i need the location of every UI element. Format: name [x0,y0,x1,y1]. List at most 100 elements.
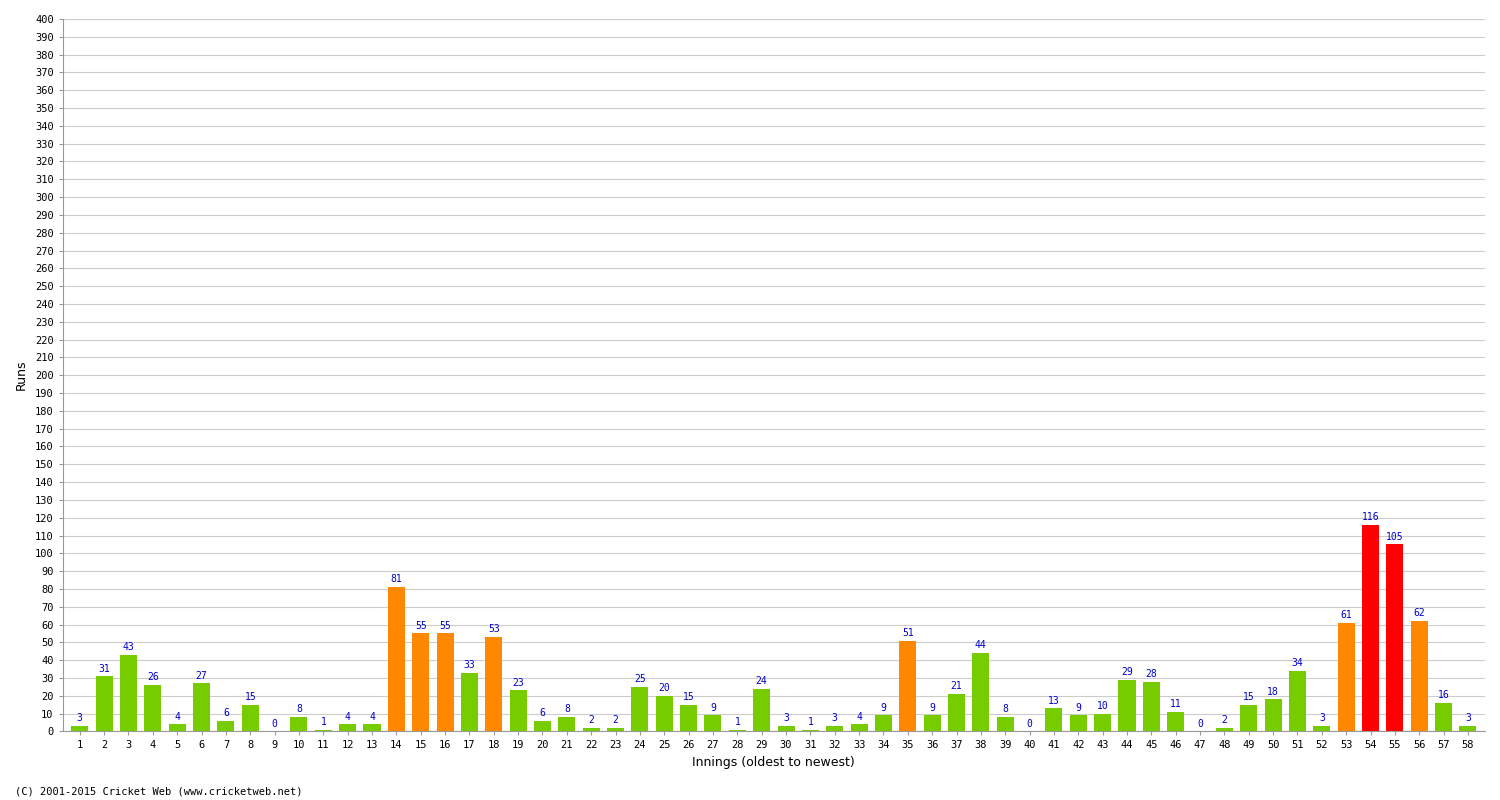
Bar [1167,712,1184,731]
Text: 55: 55 [440,621,452,630]
Text: 34: 34 [1292,658,1304,668]
Text: 15: 15 [244,692,256,702]
Text: 44: 44 [975,640,987,650]
Bar [388,587,405,731]
Bar [924,715,940,731]
Text: 6: 6 [540,708,546,718]
Text: 3: 3 [76,714,82,723]
Text: 53: 53 [488,624,500,634]
Bar [1338,622,1354,731]
Bar [608,728,624,731]
Text: 1: 1 [735,717,741,727]
Bar [948,694,964,731]
Bar [1436,703,1452,731]
Bar [680,705,698,731]
Bar [558,717,576,731]
Text: 9: 9 [1076,702,1082,713]
Text: 20: 20 [658,683,670,693]
Y-axis label: Runs: Runs [15,360,28,390]
Text: 2: 2 [588,715,594,725]
Bar [972,653,990,731]
Bar [827,726,843,731]
Bar [874,715,892,731]
Bar [1119,680,1136,731]
Text: 105: 105 [1386,532,1404,542]
Bar [1240,705,1257,731]
Text: 2: 2 [1221,715,1227,725]
X-axis label: Innings (oldest to newest): Innings (oldest to newest) [693,756,855,769]
Text: 33: 33 [464,660,476,670]
Text: 1: 1 [321,717,326,727]
Bar [144,685,162,731]
Bar [1070,715,1088,731]
Bar [534,721,550,731]
Bar [900,641,916,731]
Bar [777,726,795,731]
Bar [510,690,526,731]
Text: 3: 3 [783,714,789,723]
Text: 51: 51 [902,628,914,638]
Bar [802,730,819,731]
Bar [656,696,674,731]
Text: 15: 15 [682,692,694,702]
Text: 4: 4 [369,712,375,722]
Text: 116: 116 [1362,512,1380,522]
Text: 29: 29 [1120,667,1132,677]
Bar [632,687,648,731]
Text: 8: 8 [296,705,302,714]
Text: 27: 27 [195,670,207,681]
Bar [1362,525,1378,731]
Text: 3: 3 [1466,714,1472,723]
Bar [996,717,1014,731]
Bar [194,683,210,731]
Bar [1314,726,1330,731]
Text: 81: 81 [390,574,402,585]
Bar [120,655,136,731]
Text: 4: 4 [856,712,862,722]
Text: 0: 0 [272,718,278,729]
Bar [1410,621,1428,731]
Bar [1046,708,1062,731]
Text: 23: 23 [513,678,523,688]
Bar [413,634,429,731]
Text: 16: 16 [1437,690,1449,700]
Bar [1288,671,1306,731]
Text: 3: 3 [833,714,837,723]
Text: 26: 26 [147,673,159,682]
Text: 0: 0 [1026,718,1032,729]
Bar [339,724,356,731]
Text: 61: 61 [1341,610,1352,620]
Text: 3: 3 [1318,714,1324,723]
Text: 2: 2 [612,715,618,725]
Bar [363,724,381,731]
Text: 9: 9 [880,702,886,713]
Text: 8: 8 [1002,705,1008,714]
Text: 21: 21 [951,682,963,691]
Bar [291,717,308,731]
Bar [242,705,260,731]
Bar [753,689,770,731]
Text: 43: 43 [123,642,135,652]
Text: 8: 8 [564,705,570,714]
Text: 24: 24 [756,676,768,686]
Bar [96,676,112,731]
Bar [729,730,746,731]
Bar [486,637,502,731]
Text: 55: 55 [416,621,426,630]
Text: 0: 0 [1197,718,1203,729]
Text: 11: 11 [1170,699,1182,709]
Bar [168,724,186,731]
Bar [850,724,867,731]
Bar [1386,545,1404,731]
Bar [1264,699,1281,731]
Text: 28: 28 [1146,669,1156,679]
Text: 6: 6 [224,708,230,718]
Bar [436,634,453,731]
Text: 18: 18 [1268,686,1280,697]
Bar [1094,714,1112,731]
Text: 62: 62 [1413,608,1425,618]
Text: 10: 10 [1096,701,1108,711]
Text: 13: 13 [1048,695,1060,706]
Text: 1: 1 [807,717,813,727]
Text: 31: 31 [98,663,109,674]
